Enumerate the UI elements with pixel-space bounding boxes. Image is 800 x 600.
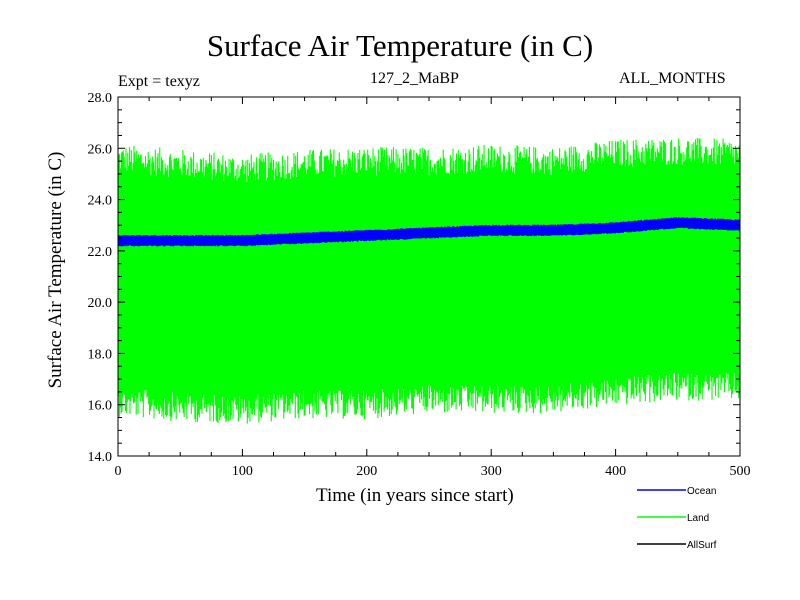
y-tick-label: 28.0 [88,91,113,106]
series-ocean-line [118,217,740,247]
x-tick-label: 0 [115,464,122,479]
series-land-line [118,137,740,424]
chart-title: Surface Air Temperature (in C) [206,28,594,63]
x-tick-label: 300 [481,464,502,479]
x-tick-label: 500 [730,464,751,479]
legend-label-allsurf: AllSurf [687,540,717,551]
x-tick-label: 200 [356,464,377,479]
period-label: ALL_MONTHS [619,70,726,87]
y-tick-label: 14.0 [88,450,113,465]
legend-label-land: Land [687,513,709,524]
y-tick-label: 18.0 [88,347,113,362]
chart-subtitle: 127_2_MaBP [370,70,459,87]
y-tick-label: 20.0 [88,296,113,311]
y-tick-label: 26.0 [88,142,113,157]
y-tick-label: 22.0 [88,245,113,260]
x-tick-label: 100 [232,464,253,479]
y-tick-label: 24.0 [88,194,113,209]
experiment-label: Expt = texyz [118,73,200,90]
series-layer [118,137,740,424]
legend-label-ocean: Ocean [687,486,716,497]
y-tick-label: 16.0 [88,399,113,414]
x-tick-label: 400 [605,464,626,479]
x-axis-label: Time (in years since start) [316,485,514,506]
axis-layer: 14.0 16.0 18.0 20.0 22.0 24.0 26.0 28.0 0 100 200 3… [88,91,751,479]
legend: Ocean Land AllSurf [637,486,717,551]
